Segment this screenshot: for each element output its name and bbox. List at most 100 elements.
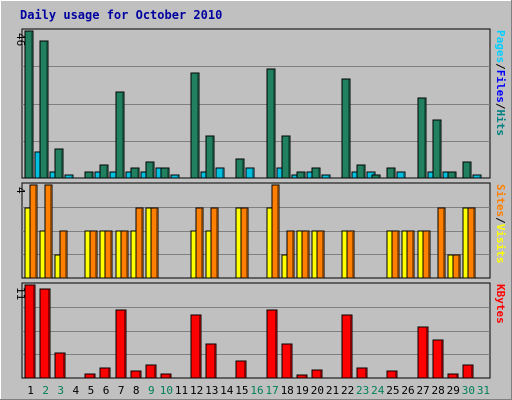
bar-visits-day-27 [422, 230, 431, 279]
legend-entry: / [494, 217, 507, 224]
panel-legend: Sites/Visits [494, 184, 507, 264]
bar-kbytes-day-17 [266, 309, 278, 379]
x-tick-label: 15 [235, 384, 248, 397]
legend-entry: / [494, 63, 507, 70]
bar-visits-day-20 [316, 230, 325, 279]
bar-hits-day-15 [235, 158, 245, 179]
bar-visits-day-25 [391, 230, 400, 279]
bar-kbytes-day-8 [130, 370, 142, 379]
x-tick-label: 18 [281, 384, 294, 397]
x-tick-label: 30 [462, 384, 475, 397]
bar-kbytes-day-30 [462, 364, 474, 379]
x-tick-label: 11 [175, 384, 188, 397]
x-tick-label: 21 [326, 384, 339, 397]
x-tick-label: 31 [477, 384, 490, 397]
panel-legend: KBytes [494, 284, 507, 324]
bar-kbytes-day-6 [99, 367, 111, 379]
x-tick-label: 2 [42, 384, 49, 397]
bar-visits-day-7 [120, 230, 129, 279]
bar-hits-day-29 [447, 171, 457, 179]
chart-title: Daily usage for October 2010 [20, 8, 222, 22]
bar-kbytes-day-9 [145, 364, 157, 379]
bar-kbytes-day-19 [296, 374, 308, 379]
bar-kbytes-day-10 [160, 373, 172, 379]
bar-visits-day-18 [286, 230, 295, 279]
panel-frame [21, 28, 491, 179]
x-tick-label: 5 [88, 384, 95, 397]
x-tick-label: 23 [356, 384, 369, 397]
y-max-label: 4 [14, 187, 27, 194]
bar-kbytes-day-15 [235, 360, 247, 379]
x-tick-label: 8 [133, 384, 140, 397]
bar-hits-day-1 [24, 30, 34, 179]
panel-frame [21, 282, 491, 379]
bar-kbytes-day-23 [356, 367, 368, 379]
bar-visits-day-13 [210, 207, 219, 279]
panel-hits: 46 Pages/Files/Hits [14, 28, 507, 179]
x-tick-label: 26 [401, 384, 414, 397]
bar-visits-day-2 [44, 184, 53, 279]
x-tick-label: 14 [220, 384, 234, 397]
bar-hits-day-23 [356, 164, 366, 179]
x-tick-label: 19 [296, 384, 309, 397]
x-tick-label: 1 [27, 384, 34, 397]
legend-entry: Sites [494, 184, 507, 217]
y-max-label: 46 [14, 33, 27, 46]
bar-pages-day-10 [170, 174, 180, 179]
x-tick-label: 16 [250, 384, 263, 397]
legend-entry: Visits [494, 224, 507, 264]
panel-legend: Pages/Files/Hits [494, 30, 507, 136]
bar-hits-day-9 [145, 161, 155, 179]
y-max-label: 11 [14, 287, 27, 300]
bar-pages-day-15 [245, 167, 255, 179]
legend-entry: Hits [494, 110, 507, 137]
bar-hits-day-25 [386, 167, 396, 179]
panel-visits: 4 Sites/Visits [14, 182, 507, 279]
bar-visits-day-29 [452, 254, 461, 279]
bar-visits-day-1 [29, 184, 38, 279]
bar-kbytes-day-12 [190, 314, 202, 379]
bar-visits-day-5 [89, 230, 98, 279]
bar-visits-day-28 [437, 207, 446, 279]
bar-kbytes-day-22 [341, 314, 353, 379]
bar-hits-day-2 [39, 40, 49, 179]
bar-visits-day-26 [406, 230, 415, 279]
x-tick-label: 22 [341, 384, 354, 397]
bar-kbytes-day-1 [24, 284, 36, 379]
bar-visits-day-3 [59, 230, 68, 279]
x-tick-label: 17 [265, 384, 278, 397]
bar-kbytes-day-2 [39, 288, 51, 379]
bar-kbytes-day-20 [311, 369, 323, 379]
bar-pages-day-13 [215, 167, 225, 179]
bar-visits-day-15 [240, 207, 249, 279]
bar-hits-day-20 [311, 167, 321, 179]
bar-pages-day-30 [472, 174, 482, 179]
legend-entry: / [494, 103, 507, 110]
x-tick-label: 13 [205, 384, 218, 397]
x-tick-label: 10 [160, 384, 173, 397]
bar-kbytes-day-29 [447, 373, 459, 379]
bar-hits-day-7 [115, 91, 125, 179]
x-tick-label: 27 [416, 384, 429, 397]
bar-kbytes-day-18 [281, 343, 293, 379]
bar-kbytes-day-28 [432, 339, 444, 379]
x-tick-label: 4 [73, 384, 80, 397]
legend-entry: KBytes [494, 284, 507, 324]
bar-hits-day-30 [462, 161, 472, 179]
panel-kbytes: 11 KBytes [14, 282, 507, 379]
bar-hits-day-8 [130, 167, 140, 179]
bar-kbytes-day-3 [54, 352, 66, 379]
bar-visits-day-9 [150, 207, 159, 279]
bar-hits-day-22 [341, 78, 351, 179]
bar-visits-day-19 [301, 230, 310, 279]
bar-hits-day-17 [266, 68, 276, 179]
x-tick-label: 29 [447, 384, 460, 397]
bar-kbytes-day-13 [205, 343, 217, 379]
x-axis-labels: 1 2 3 4 5 6 7 8 9 10 11 12 13 14 15 16 17 18 19 20 21 22 23 24 2… [27, 384, 490, 397]
bar-hits-day-18 [281, 135, 291, 179]
bar-hits-day-19 [296, 171, 306, 179]
bar-hits-day-10 [160, 167, 170, 179]
bar-hits-day-13 [205, 135, 215, 179]
